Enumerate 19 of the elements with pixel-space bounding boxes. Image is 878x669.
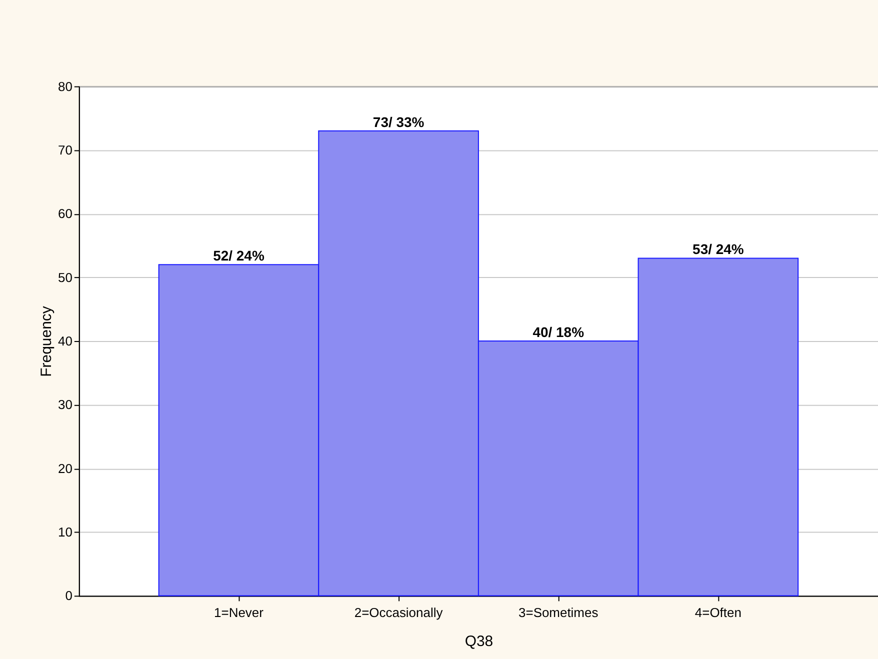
x-tick-label: 1=Never	[214, 605, 264, 620]
y-tick-label: 40	[58, 333, 72, 348]
y-axis-title: Frequency	[38, 306, 55, 377]
y-tick-label: 50	[58, 270, 72, 285]
y-tick-label: 20	[58, 460, 72, 476]
data-label: 53/ 24%	[692, 241, 744, 258]
data-label: 52/ 24%	[213, 248, 265, 264]
y-tick-label: 30	[58, 397, 72, 412]
y-tick-label: 0	[65, 588, 72, 604]
x-axis-title: Q38	[464, 633, 494, 650]
data-label: 73/ 33%	[372, 114, 425, 130]
y-tick-label: 80	[58, 78, 72, 94]
x-tick-label: 4=Often	[694, 605, 742, 620]
y-tick-label: 10	[58, 524, 72, 540]
data-label: 40/ 18%	[532, 324, 585, 340]
x-tick-label: 3=Sometimes	[518, 605, 599, 620]
y-tick-label: 60	[58, 206, 72, 222]
x-tick-label: 2=Occasionally	[354, 605, 444, 620]
y-tick-label: 70	[58, 142, 72, 158]
